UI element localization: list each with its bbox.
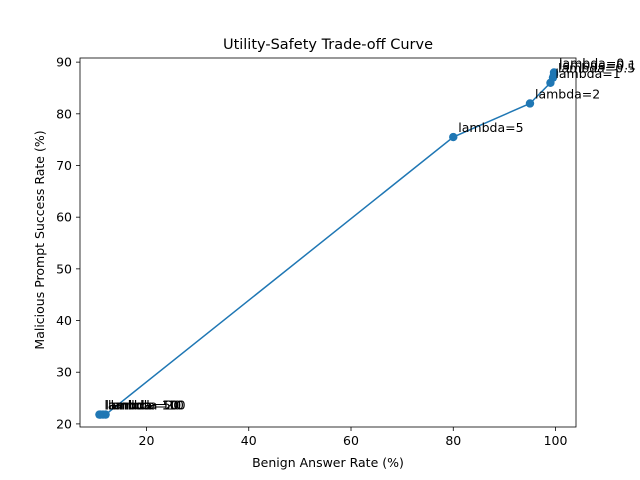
data-point (525, 99, 535, 108)
x-tick-label: 20 (139, 433, 155, 448)
data-point (95, 410, 104, 419)
point-label: lambda=0 (559, 55, 624, 70)
data-point (546, 78, 555, 88)
point-label: lambda=10 (111, 398, 184, 413)
chart-title: Utility-Safety Trade-off Curve (223, 37, 433, 53)
data-point (449, 132, 458, 142)
y-tick-label: 50 (56, 261, 72, 276)
point-label: lambda=2 (535, 86, 600, 101)
point-label: lambda=20 (108, 398, 181, 413)
y-axis-label: Malicious Prompt Success Rate (%) (32, 130, 47, 349)
y-tick-label: 20 (56, 416, 72, 431)
point-label: lambda=50 (105, 398, 178, 413)
plot-frame (79, 57, 577, 428)
y-tick-label: 60 (56, 210, 72, 225)
y-tick-label: 70 (56, 158, 72, 173)
y-tick-label: 30 (56, 365, 72, 380)
point-label: lambda=0.1 (559, 58, 636, 73)
x-axis-label: Benign Answer Rate (%) (252, 455, 404, 470)
x-tick-label: 40 (241, 433, 257, 448)
point-label: lambda=0.5 (558, 61, 635, 76)
x-tick-label: 80 (445, 433, 461, 448)
y-tick-label: 40 (56, 313, 72, 328)
y-tick-label: 80 (56, 106, 72, 121)
series-layer (95, 68, 559, 419)
point-label: lambda=100 (104, 398, 185, 413)
x-tick-label: 60 (343, 433, 359, 448)
y-tick-label: 90 (56, 55, 72, 70)
point-label: lambda=1 (555, 66, 620, 81)
point-label: lambda=5 (458, 120, 523, 135)
x-tick-label: 100 (544, 433, 568, 448)
axes: 20 40 60 80 100 20 30 40 50 60 70 80 90 (56, 55, 577, 448)
